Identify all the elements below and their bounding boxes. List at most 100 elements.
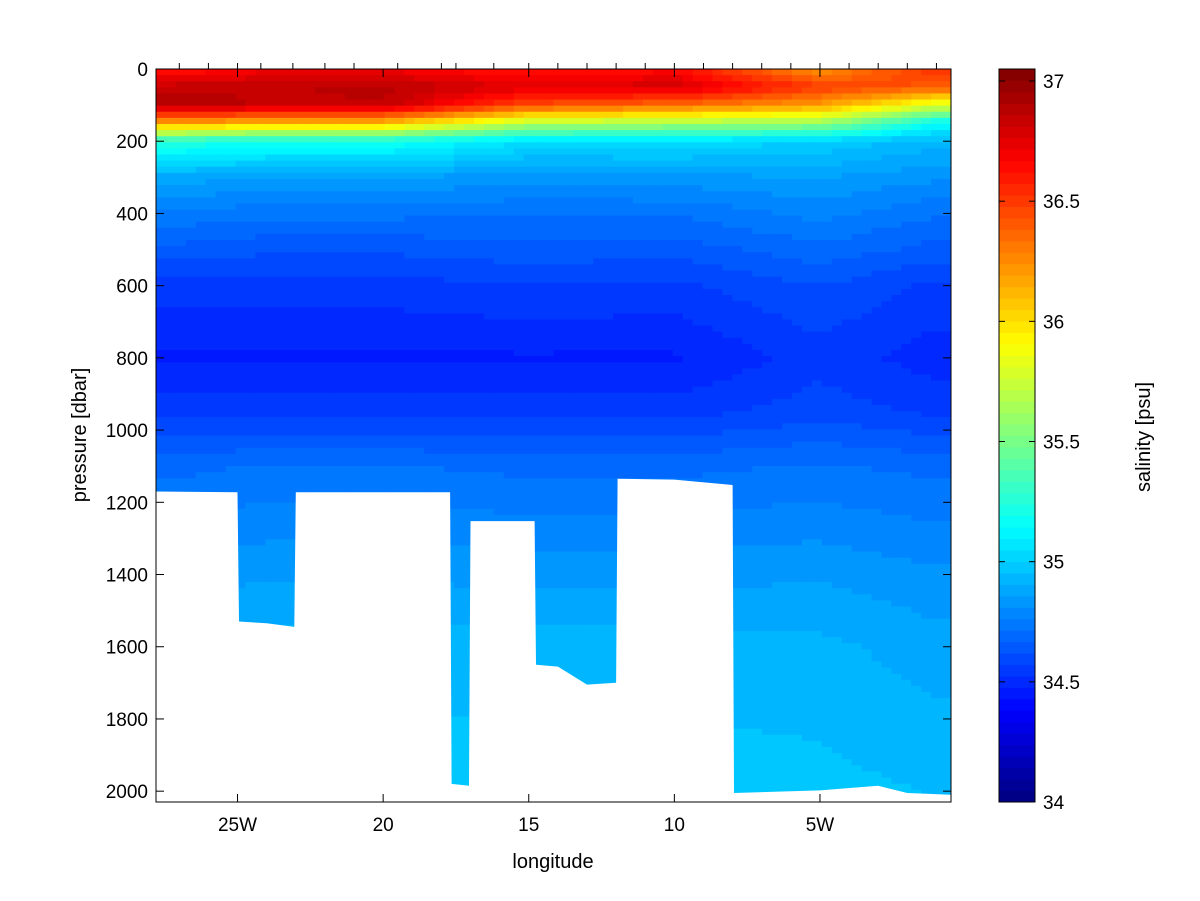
salinity-cell [255,392,266,400]
salinity-cell [424,404,435,412]
salinity-cell [424,374,435,382]
salinity-cell [374,246,386,253]
salinity-cell [285,209,296,217]
salinity-cell [285,527,296,534]
salinity-cell [265,362,276,369]
salinity-cell [474,429,485,437]
salinity-cell [255,197,266,204]
salinity-cell [434,105,445,113]
salinity-cell [503,295,515,302]
salinity-cell [265,588,276,595]
salinity-cell [255,166,266,174]
salinity-cell [285,545,296,553]
salinity-cell [474,472,485,479]
salinity-cell [543,655,555,663]
salinity-cell [464,136,475,143]
salinity-cell [464,417,475,424]
salinity-cell [543,343,555,351]
salinity-cell [225,288,237,296]
salinity-cell [374,264,386,272]
salinity-cell [454,276,465,284]
salinity-cell [185,404,197,412]
salinity-cell [464,270,475,278]
salinity-cell [156,233,167,241]
salinity-cell [424,227,435,235]
salinity-cell [315,123,326,131]
salinity-cell [424,380,435,388]
salinity-cell [503,374,515,382]
salinity-cell [464,362,475,369]
salinity-cell [334,130,346,137]
salinity-cell [364,233,376,241]
salinity-cell [295,282,306,290]
salinity-cell [483,178,495,186]
salinity-cell [474,172,485,180]
salinity-cell [483,325,495,333]
salinity-cell [185,258,197,266]
salinity-cell [364,123,376,131]
salinity-cell [324,160,336,168]
salinity-cell [305,435,316,443]
salinity-cell [474,343,485,351]
salinity-cell [503,209,515,217]
salinity-cell [265,282,276,290]
salinity-cell [493,69,505,76]
salinity-cell [235,307,247,314]
salinity-cell [295,362,306,369]
salinity-cell [175,221,187,229]
salinity-cell [354,301,366,308]
salinity-cell [305,136,316,143]
salinity-cell [245,417,256,424]
salinity-cell [434,111,445,119]
salinity-cell [215,343,227,351]
salinity-cell [205,240,217,247]
salinity-cell [464,258,475,266]
salinity-cell [404,227,415,235]
salinity-cell [265,368,276,376]
salinity-cell [414,185,425,192]
salinity-cell [434,166,445,174]
salinity-cell [533,575,545,583]
salinity-cell [424,258,435,266]
salinity-cell [364,209,376,217]
salinity-cell [215,301,227,308]
salinity-cell [265,569,276,577]
salinity-cell [324,270,336,278]
salinity-cell [275,221,286,229]
salinity-cell [454,685,465,693]
salinity-cell [464,386,475,394]
salinity-cell [235,606,247,614]
salinity-cell [474,123,485,131]
salinity-cell [175,374,187,382]
salinity-cell [354,270,366,278]
salinity-cell [195,319,207,327]
salinity-cell [225,69,237,76]
salinity-cell [434,447,445,455]
salinity-cell [444,435,455,443]
salinity-cell [384,417,396,424]
salinity-cell [324,117,336,125]
salinity-cell [444,343,455,351]
salinity-cell [483,392,495,400]
salinity-cell [255,313,266,321]
salinity-cell [215,392,227,400]
salinity-cell [454,295,465,302]
salinity-cell [533,307,545,314]
salinity-cell [483,478,495,485]
salinity-cell [394,325,406,333]
salinity-cell [394,227,406,235]
salinity-cell [265,81,276,88]
salinity-cell [185,203,197,211]
salinity-cell [553,539,565,547]
salinity-cell [474,178,485,186]
salinity-cell [235,203,247,211]
salinity-cell [265,508,276,516]
salinity-cell [483,233,495,241]
salinity-cell [474,490,485,498]
salinity-cell [195,227,207,235]
salinity-cell [364,472,376,479]
salinity-cell [235,380,247,388]
salinity-cell [523,105,535,113]
salinity-cell [414,215,425,223]
salinity-cell [295,75,306,82]
